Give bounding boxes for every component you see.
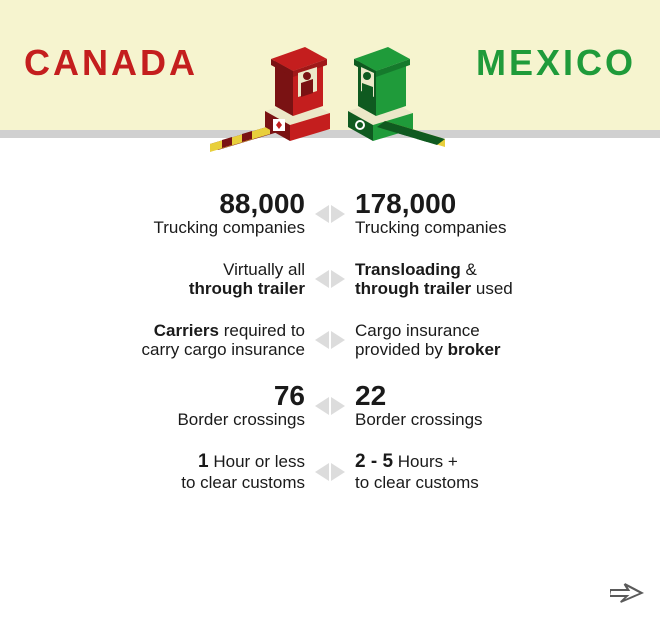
canada-trucking-label: Trucking companies (55, 218, 305, 238)
row-divider (315, 331, 345, 349)
chevron-left-icon (315, 331, 329, 349)
chevron-right-icon (331, 463, 345, 481)
mexico-customs-value: 2 - 5 Hours + (355, 451, 605, 473)
booths-svg (205, 26, 455, 176)
border-booths-illustration (205, 26, 455, 176)
row-trucking-companies: 88,000 Trucking companies 178,000 Trucki… (30, 190, 630, 238)
mexico-trucking-label: Trucking companies (355, 218, 605, 238)
comparison-grid: 88,000 Trucking companies 178,000 Trucki… (0, 130, 660, 493)
canada-trucking: 88,000 Trucking companies (55, 190, 305, 238)
row-divider (315, 397, 345, 415)
canada-trucking-value: 88,000 (55, 190, 305, 218)
row-insurance: Carriers required tocarry cargo insuranc… (30, 321, 630, 360)
row-divider (315, 463, 345, 481)
chevron-right-icon (331, 205, 345, 223)
mexico-trailer: Transloading &through trailer used (355, 260, 605, 299)
chevron-left-icon (315, 270, 329, 288)
canada-customs: 1 Hour or less to clear customs (55, 451, 305, 493)
mexico-customs: 2 - 5 Hours + to clear customs (355, 451, 605, 493)
canada-crossings-label: Border crossings (55, 410, 305, 430)
row-customs-time: 1 Hour or less to clear customs 2 - 5 Ho… (30, 451, 630, 493)
row-divider (315, 205, 345, 223)
chevron-right-icon (331, 397, 345, 415)
canada-insurance: Carriers required tocarry cargo insuranc… (55, 321, 305, 360)
mexico-booth-icon (348, 47, 445, 147)
title-mexico: MEXICO (476, 42, 636, 84)
chevron-right-icon (331, 331, 345, 349)
canada-crossings: 76 Border crossings (55, 382, 305, 430)
mexico-crossings: 22 Border crossings (355, 382, 605, 430)
canada-booth-icon (210, 47, 330, 152)
chevron-left-icon (315, 463, 329, 481)
canada-trailer: Virtually allthrough trailer (55, 260, 305, 299)
row-trailer-method: Virtually allthrough trailer Transloadin… (30, 260, 630, 299)
mexico-trucking: 178,000 Trucking companies (355, 190, 605, 238)
mexico-customs-label: to clear customs (355, 473, 605, 493)
row-divider (315, 270, 345, 288)
title-canada: CANADA (24, 42, 198, 84)
mexico-crossings-label: Border crossings (355, 410, 605, 430)
canada-customs-label: to clear customs (55, 473, 305, 493)
canada-crossings-value: 76 (55, 382, 305, 410)
corner-arrow-icon (610, 582, 646, 609)
chevron-left-icon (315, 205, 329, 223)
mexico-crossings-value: 22 (355, 382, 605, 410)
chevron-left-icon (315, 397, 329, 415)
canada-customs-value: 1 Hour or less (55, 451, 305, 473)
chevron-right-icon (331, 270, 345, 288)
mexico-trucking-value: 178,000 (355, 190, 605, 218)
row-border-crossings: 76 Border crossings 22 Border crossings (30, 382, 630, 430)
mexico-insurance: Cargo insuranceprovided by broker (355, 321, 605, 360)
